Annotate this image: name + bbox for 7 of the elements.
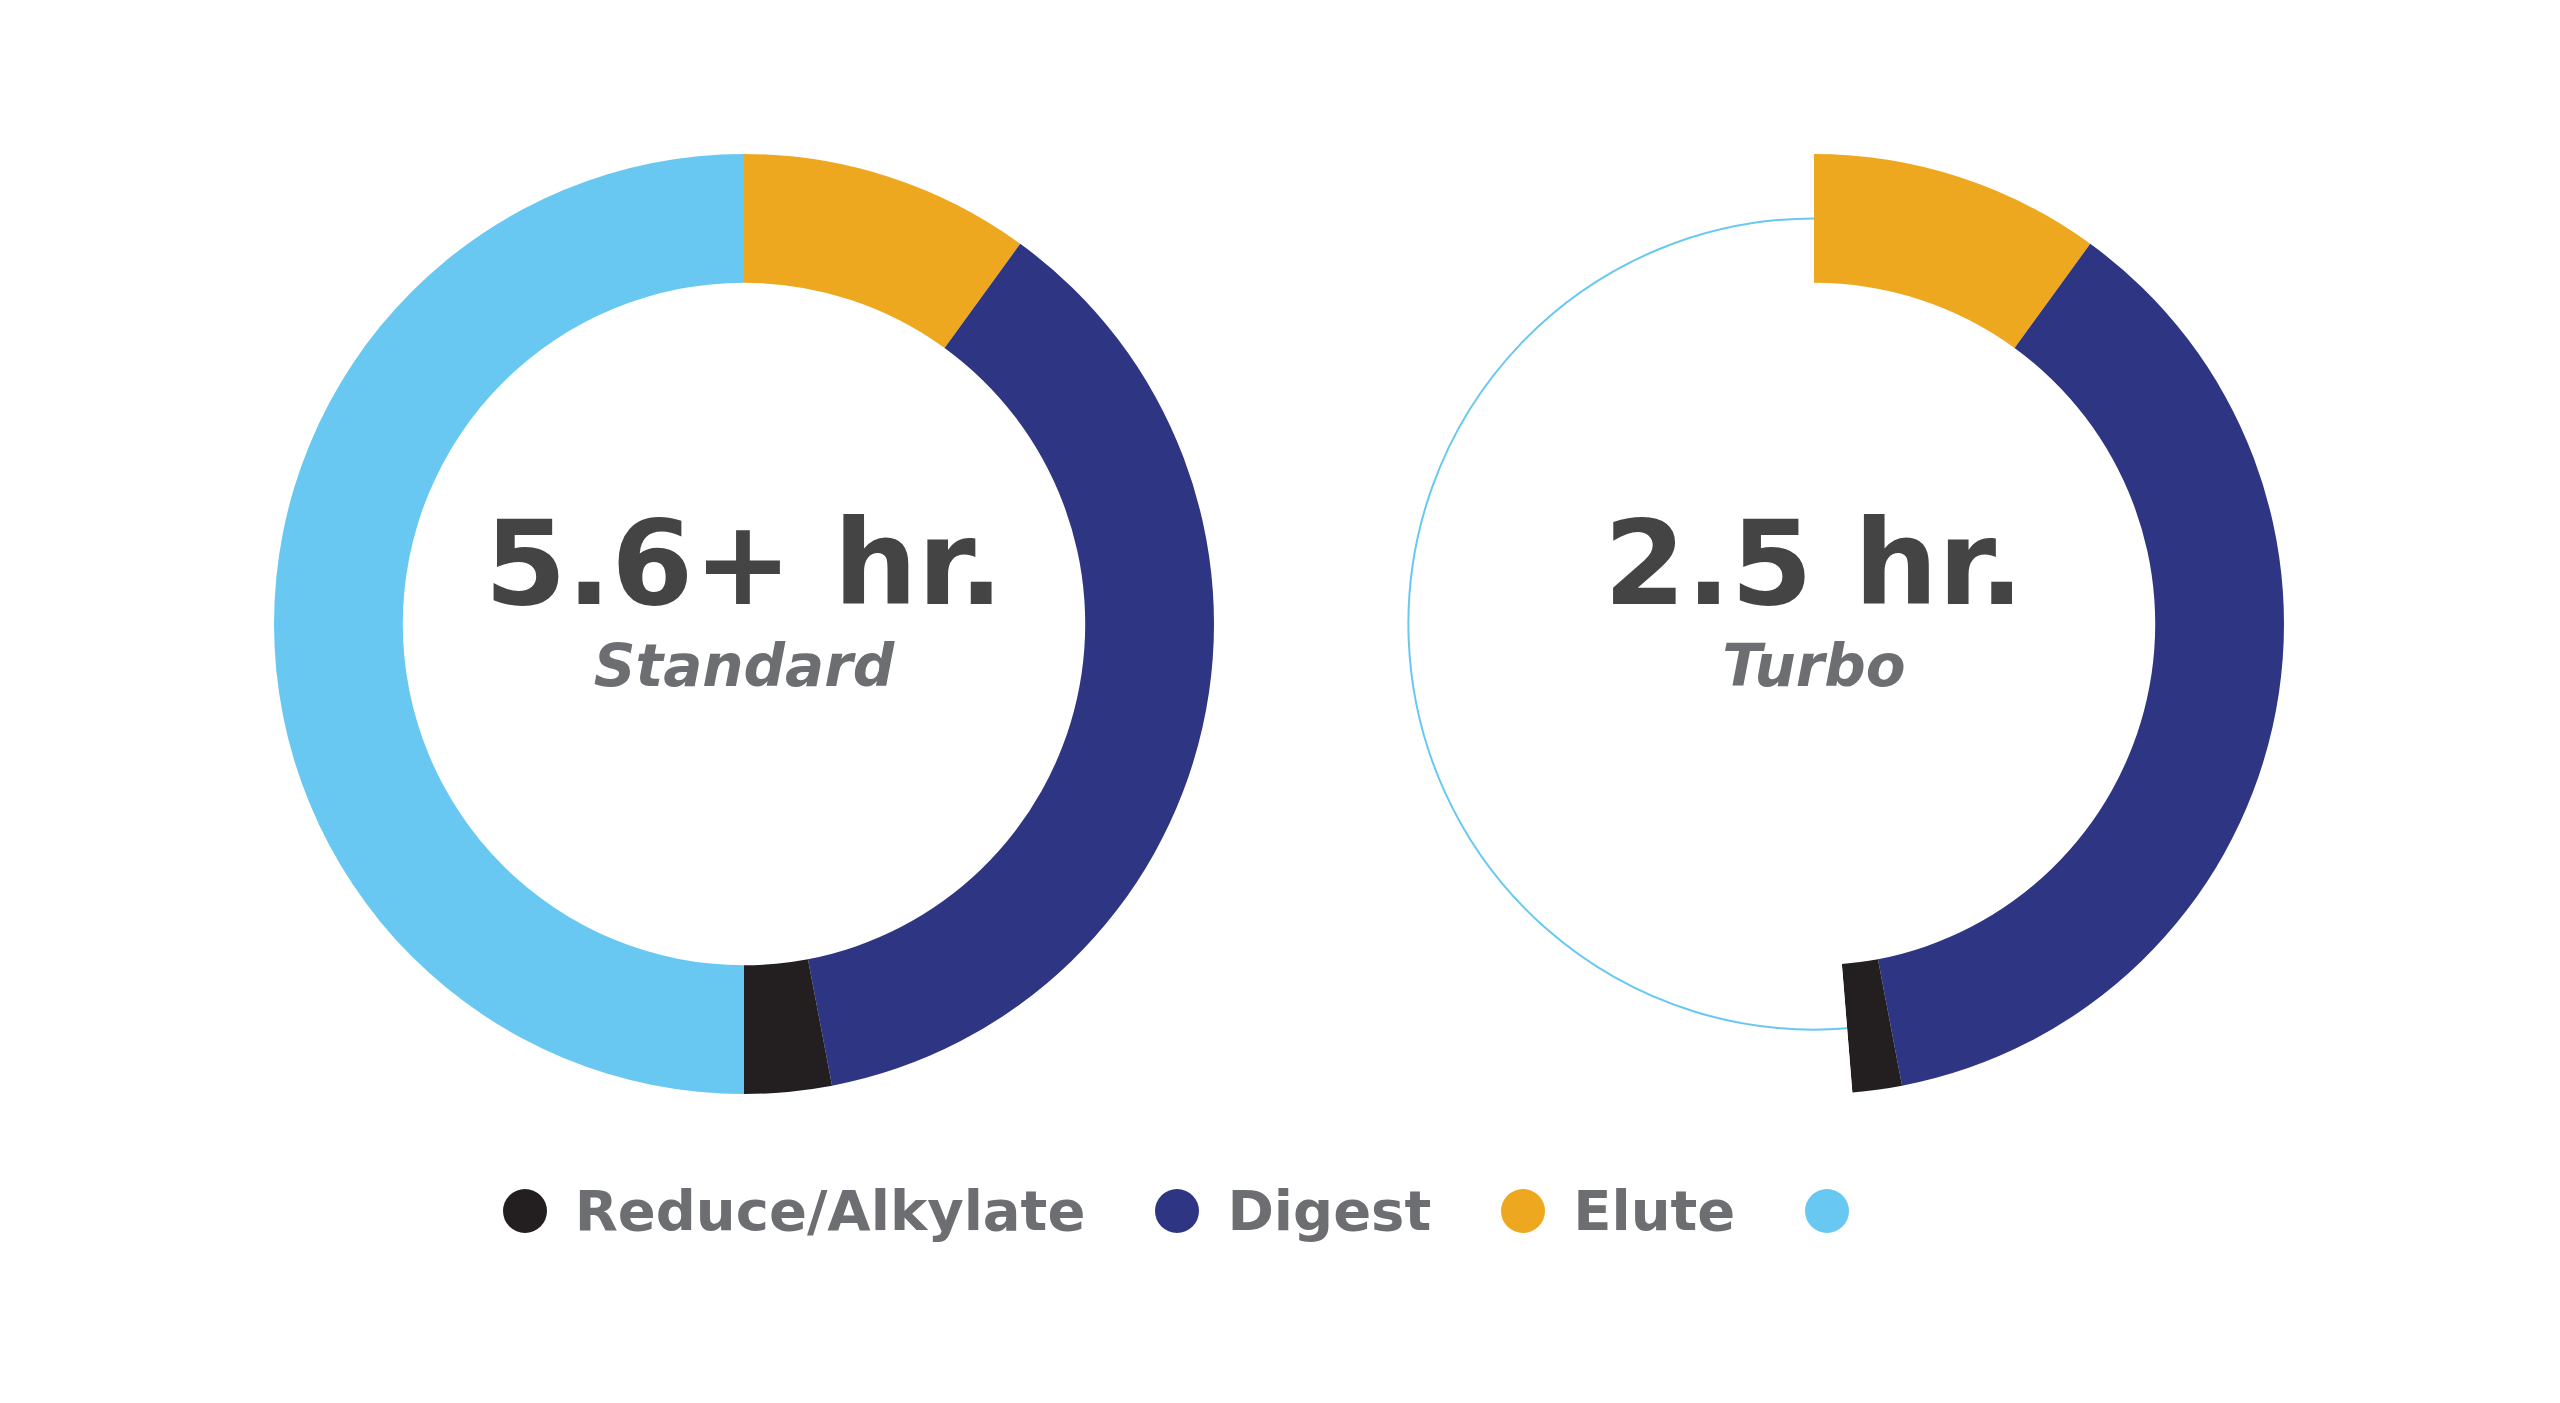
text: 2.5 hr. <box>1602 494 2026 632</box>
legend-label: Digest <box>1227 1178 1432 1243</box>
text: Turbo <box>1721 632 1907 700</box>
text: Standard <box>592 632 896 700</box>
legend-label: Elute <box>1573 1178 1736 1243</box>
text: 5.6+ hr. <box>483 494 1005 632</box>
legend-label: Reduce/Alkylate <box>574 1178 1086 1243</box>
